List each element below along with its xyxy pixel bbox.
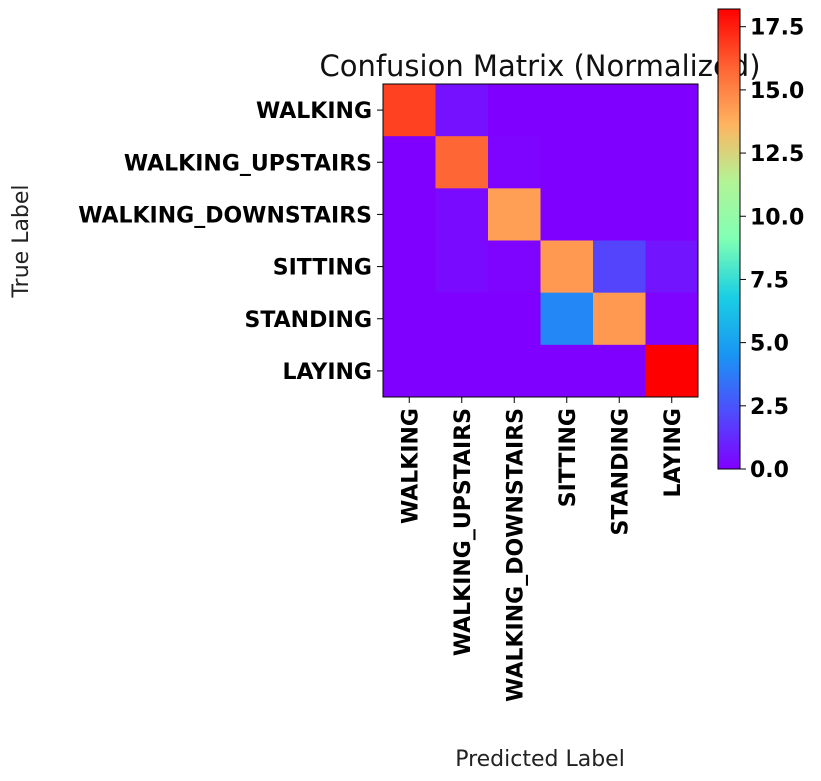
heatmap-cell bbox=[593, 344, 646, 398]
x-tick-label: WALKING_UPSTAIRS bbox=[451, 408, 476, 656]
heatmap-cell bbox=[383, 240, 436, 294]
x-axis-title: Predicted Label bbox=[455, 747, 625, 772]
x-axis-ticks: WALKING WALKING_UPSTAIRS WALKING_DOWNSTAIR… bbox=[398, 397, 686, 702]
x-tick-label: LAYING bbox=[661, 408, 686, 498]
colorbar-ticks: 0.0 2.5 5.0 7.5 10.0 12.5 15.0 17.5 bbox=[740, 16, 804, 483]
heatmap-cell bbox=[645, 240, 699, 294]
heatmap-cell bbox=[645, 136, 699, 189]
heatmap-cell bbox=[488, 84, 541, 137]
heatmap-cell bbox=[435, 84, 489, 137]
heatmap-cell bbox=[593, 240, 646, 294]
heatmap-cell bbox=[488, 188, 541, 241]
x-tick-label: SITTING bbox=[556, 408, 581, 507]
heatmap-cell bbox=[645, 344, 699, 398]
chart-title: Confusion Matrix (Normalized) bbox=[319, 49, 760, 83]
heatmap-cell bbox=[383, 344, 436, 398]
heatmap-cell bbox=[593, 84, 646, 137]
colorbar: 0.0 2.5 5.0 7.5 10.0 12.5 15.0 17.5 bbox=[717, 8, 804, 483]
y-tick-label: WALKING_DOWNSTAIRS bbox=[78, 203, 372, 228]
heatmap-cell bbox=[593, 292, 646, 346]
colorbar-tick-label: 12.5 bbox=[750, 142, 804, 167]
heatmap-cell bbox=[383, 84, 436, 137]
heatmap-cell bbox=[488, 240, 541, 294]
heatmap-cell bbox=[383, 292, 436, 346]
heatmap-cell bbox=[540, 188, 594, 241]
y-axis-title: True Label bbox=[9, 184, 34, 298]
colorbar-tick-label: 5.0 bbox=[750, 332, 789, 357]
colorbar-tick-label: 7.5 bbox=[750, 268, 789, 293]
colorbar-tick-label: 15.0 bbox=[750, 79, 804, 104]
heatmap-cell bbox=[645, 292, 699, 346]
colorbar-gradient bbox=[717, 8, 741, 470]
heatmap-cell bbox=[540, 84, 594, 137]
heatmap-cell bbox=[593, 136, 646, 189]
heatmap-cell bbox=[435, 188, 489, 241]
x-tick-label: WALKING_DOWNSTAIRS bbox=[503, 408, 528, 702]
y-tick-label: LAYING bbox=[282, 360, 372, 385]
x-tick-label: WALKING bbox=[398, 408, 423, 524]
heatmap-cell bbox=[435, 292, 489, 346]
y-tick-label: SITTING bbox=[273, 256, 372, 281]
x-tick-label: STANDING bbox=[608, 408, 633, 536]
y-tick-label: WALKING bbox=[256, 99, 372, 124]
y-tick-label: WALKING_UPSTAIRS bbox=[124, 151, 372, 176]
heatmap-cell bbox=[488, 136, 541, 189]
heatmap-cell bbox=[488, 292, 541, 346]
colorbar-tick-label: 17.5 bbox=[750, 16, 804, 41]
heatmap-cell bbox=[435, 136, 489, 189]
colorbar-tick-label: 2.5 bbox=[750, 395, 789, 420]
heatmap-cell bbox=[540, 240, 594, 294]
heatmap-cell bbox=[435, 240, 489, 294]
heatmap-cell bbox=[593, 188, 646, 241]
plot-frame bbox=[382, 83, 699, 398]
heatmap-cell bbox=[383, 188, 436, 241]
heatmap-cell bbox=[645, 188, 699, 241]
colorbar-tick-label: 10.0 bbox=[750, 205, 804, 230]
heatmap-cell bbox=[383, 136, 436, 189]
heatmap-cell bbox=[540, 136, 594, 189]
heatmap-cell bbox=[645, 84, 699, 137]
colorbar-tick-label: 0.0 bbox=[750, 458, 789, 483]
heatmap-cell bbox=[540, 344, 594, 398]
y-axis-ticks: WALKING WALKING_UPSTAIRS WALKING_DOWNSTAIR… bbox=[78, 99, 383, 385]
heatmap-cells bbox=[383, 84, 699, 398]
heatmap-cell bbox=[488, 344, 541, 398]
y-tick-label: STANDING bbox=[245, 308, 373, 333]
heatmap-cell bbox=[435, 344, 489, 398]
heatmap-cell bbox=[540, 292, 594, 346]
